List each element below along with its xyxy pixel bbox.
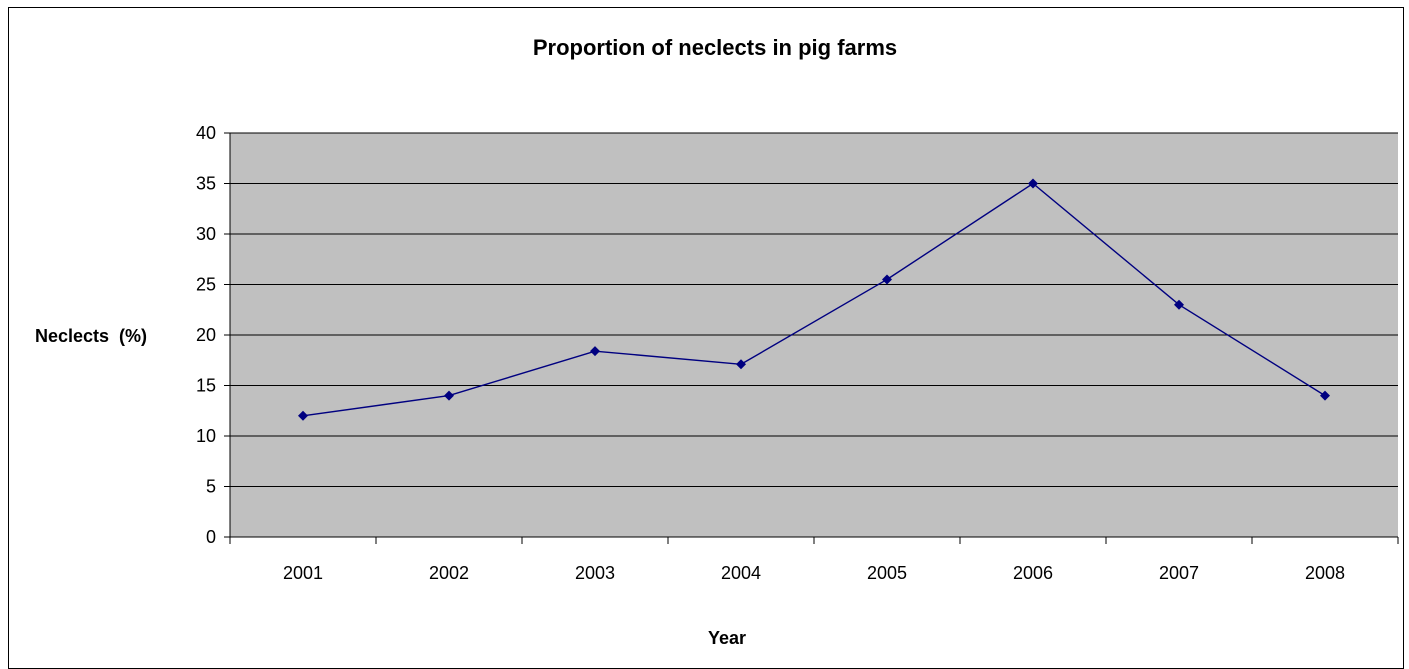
y-tick-label-40: 40 bbox=[196, 123, 216, 143]
x-tick-label-2007: 2007 bbox=[1159, 563, 1199, 583]
x-tick-label-2006: 2006 bbox=[1013, 563, 1053, 583]
y-tick-label-20: 20 bbox=[196, 325, 216, 345]
x-tick-label-2002: 2002 bbox=[429, 563, 469, 583]
x-tick-label-2004: 2004 bbox=[721, 563, 761, 583]
x-tick-label-2008: 2008 bbox=[1305, 563, 1345, 583]
data-point-2002 bbox=[444, 390, 454, 401]
x-axis-title: Year bbox=[708, 628, 746, 648]
data-point-2005 bbox=[882, 274, 892, 285]
x-tick-label-2003: 2003 bbox=[575, 563, 615, 583]
series-line bbox=[302, 182, 1326, 417]
x-tick-label-2005: 2005 bbox=[867, 563, 907, 583]
y-tick-label-0: 0 bbox=[206, 527, 216, 547]
y-tick-label-5: 5 bbox=[206, 477, 216, 497]
y-axis-ticks: 0 5 10 15 20 25 30 35 40 bbox=[196, 123, 230, 547]
y-tick-label-15: 15 bbox=[196, 376, 216, 396]
y-tick-label-25: 25 bbox=[196, 275, 216, 295]
data-point-2006 bbox=[1028, 178, 1038, 189]
y-tick-label-10: 10 bbox=[196, 426, 216, 446]
data-point-2007 bbox=[1174, 299, 1184, 310]
x-axis-ticks: 2001 2002 2003 2004 2005 2006 2007 2008 bbox=[229, 537, 1399, 583]
gridlines bbox=[230, 132, 1398, 487]
chart-title: Proportion of neclects in pig farms bbox=[533, 35, 897, 60]
data-point-2008 bbox=[1320, 390, 1330, 401]
data-point-2001 bbox=[298, 410, 308, 421]
y-axis-title: Neclects (%) bbox=[35, 326, 147, 346]
data-point-2003 bbox=[590, 346, 600, 357]
series-markers bbox=[298, 178, 1330, 421]
x-tick-label-2001: 2001 bbox=[283, 563, 323, 583]
data-point-2004 bbox=[736, 359, 746, 370]
y-tick-label-30: 30 bbox=[196, 224, 216, 244]
y-tick-label-35: 35 bbox=[196, 174, 216, 194]
